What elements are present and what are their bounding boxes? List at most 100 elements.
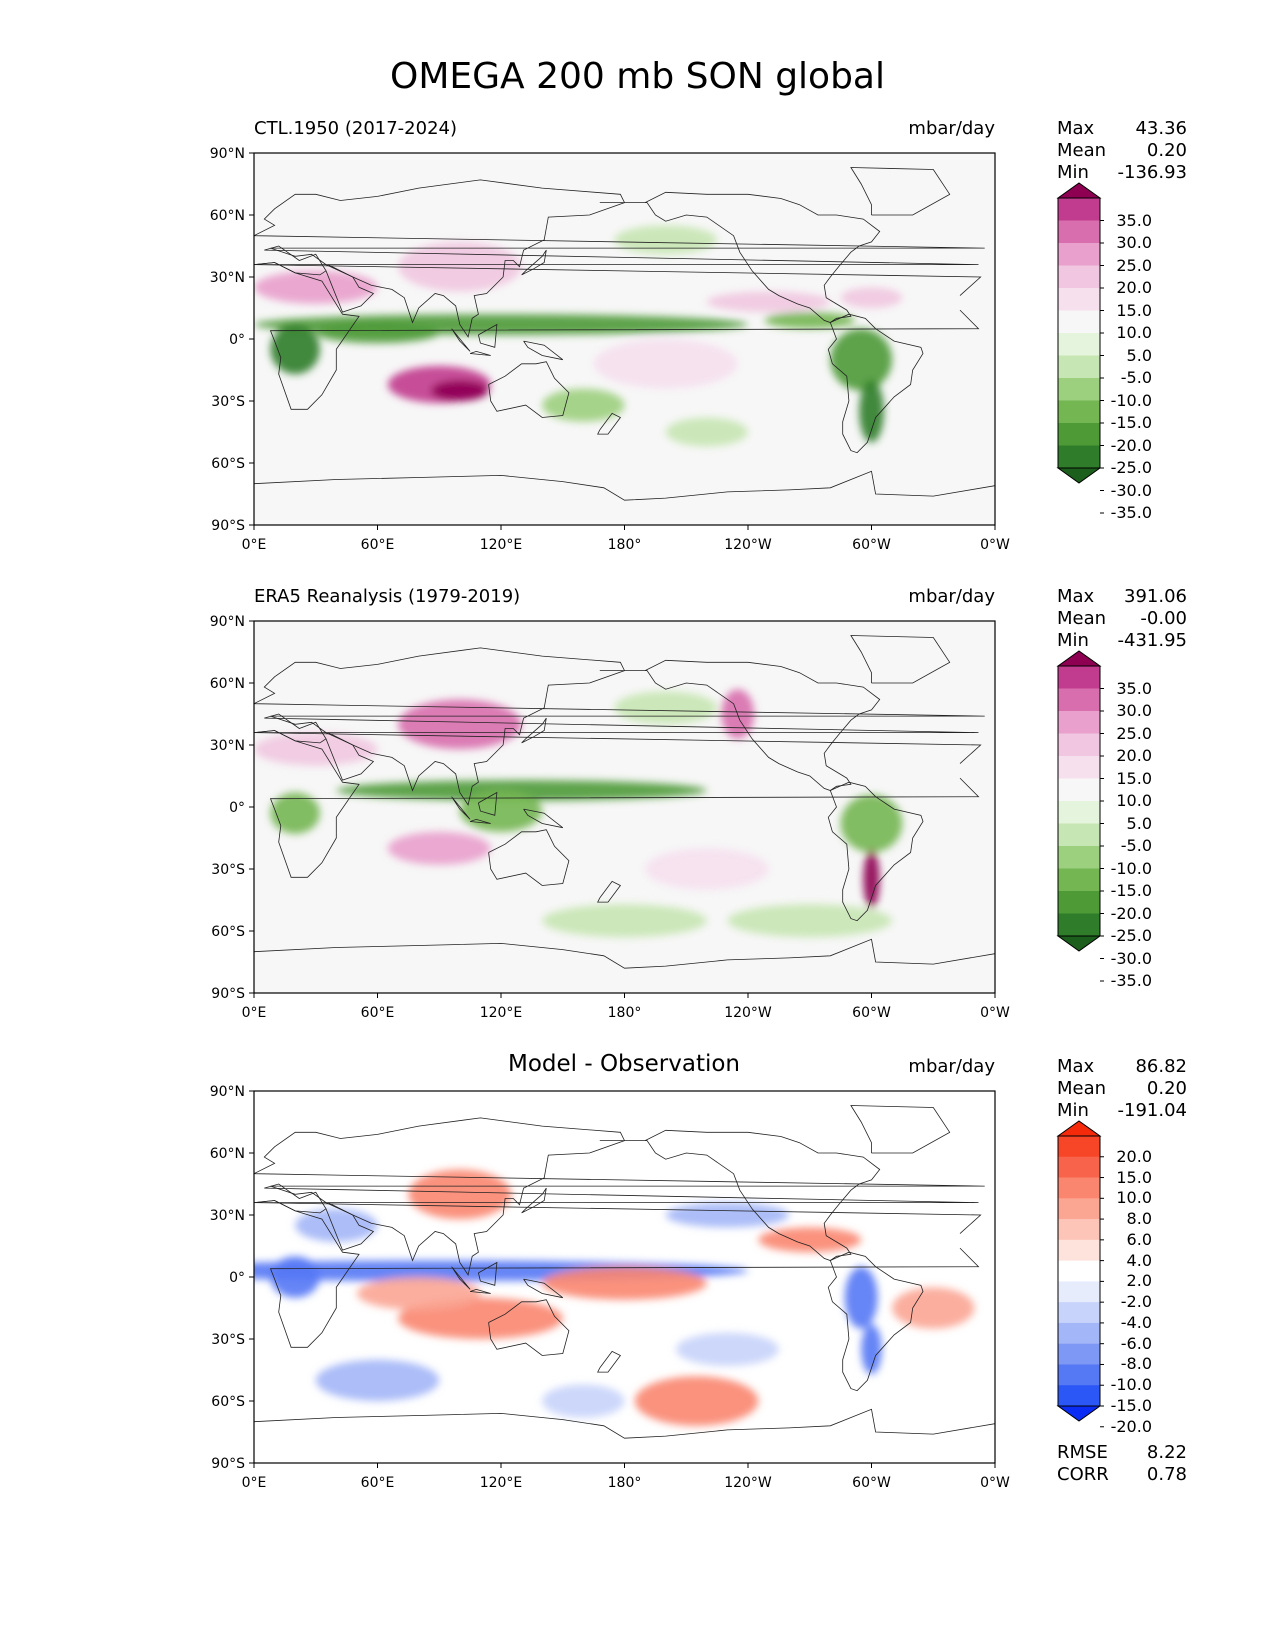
colorbar-label: 25.0 <box>1116 255 1152 275</box>
colorbar-label: -5.0 <box>1120 368 1152 387</box>
y-tick-label: 30°N <box>210 1208 245 1224</box>
colorbar-label: 35.0 <box>1116 678 1152 698</box>
map-plot: 0°E 60°E 120°E 180° 120°W 60°W 0°W 90°N 60°N 30°N… <box>210 614 1104 1021</box>
coastline <box>850 635 951 684</box>
coastline <box>254 470 995 501</box>
stat-mean: Mean 0.20 <box>1057 140 1187 161</box>
stats-box: Max 391.06 Mean -0.00 Min -431.95 <box>1057 586 1187 652</box>
colorbar-segment <box>1058 333 1100 356</box>
field-blob <box>542 1384 625 1418</box>
colorbar-extend-top <box>1056 182 1102 199</box>
colorbar-label: 10.0 <box>1116 323 1152 342</box>
coastline <box>254 647 985 806</box>
coastline <box>827 313 924 454</box>
stat-min: Min -136.93 <box>1057 162 1187 183</box>
colorbar-segment <box>1058 891 1100 914</box>
colorbar-segment <box>1058 913 1100 937</box>
colorbar-segment <box>1058 1281 1100 1303</box>
colorbar-label: 10.0 <box>1116 791 1152 810</box>
colorbar-segment <box>1058 1322 1100 1345</box>
field-layer <box>254 167 995 501</box>
colorbar-label: -15.0 <box>1110 881 1152 900</box>
y-tick-label: 90°N <box>210 146 245 162</box>
coastline <box>599 1129 881 1261</box>
field-blob <box>892 1287 975 1329</box>
colorbar-label: 4.0 <box>1126 1250 1152 1270</box>
y-tick-label: 90°S <box>211 1456 245 1472</box>
coastline <box>254 1408 995 1439</box>
colorbar-label: 15.0 <box>1116 1167 1152 1187</box>
colorbar-segment <box>1058 1260 1100 1282</box>
y-tick-label: 30°S <box>211 1332 245 1348</box>
field-blob <box>315 1359 440 1401</box>
colorbar-label: -35.0 <box>1110 971 1152 990</box>
panel-units: mbar/day <box>908 1056 995 1077</box>
field-blob <box>356 1277 481 1311</box>
colorbar-extend-bottom <box>1056 467 1102 484</box>
field-blob <box>634 1376 759 1426</box>
colorbar-label: 6.0 <box>1126 1229 1152 1249</box>
coastline <box>254 1117 985 1276</box>
panel-title: Model - Observation <box>507 1051 741 1077</box>
colorbar-label: 8.0 <box>1126 1209 1152 1229</box>
colorbar-extend-top <box>1056 1120 1102 1137</box>
coastline <box>254 179 985 338</box>
metrics-box: RMSE 8.22 CORR 0.78 <box>1057 1442 1187 1486</box>
field-blob <box>665 417 748 447</box>
colorbar-label: -35.0 <box>1110 503 1152 522</box>
coastline <box>254 262 982 410</box>
x-tick-label: 120°W <box>724 1005 772 1021</box>
colorbar-label: -2.0 <box>1120 1292 1152 1312</box>
x-tick-label: 0°E <box>242 1475 267 1491</box>
panel-title: CTL.1950 (2017-2024) <box>254 118 458 139</box>
field-blob <box>459 790 543 832</box>
field-blob <box>593 339 738 389</box>
x-tick-label: 180° <box>608 1475 642 1491</box>
y-tick-label: 0° <box>229 1270 245 1286</box>
coastline <box>597 412 622 435</box>
x-tick-label: 60°E <box>361 1005 395 1021</box>
coastline <box>523 1278 564 1299</box>
coastline <box>827 781 924 922</box>
coastline <box>521 1187 547 1214</box>
panel-units: mbar/day <box>908 118 995 139</box>
colorbar-label: -4.0 <box>1120 1312 1152 1332</box>
colorbar-segment <box>1058 868 1100 892</box>
colorbar-label: 5.0 <box>1126 345 1152 365</box>
field-blob <box>706 291 831 313</box>
field-blob <box>315 322 440 344</box>
y-tick-label: 60°N <box>210 676 245 692</box>
colorbar-label: -30.0 <box>1110 480 1152 500</box>
colorbar-label: -10.0 <box>1110 1375 1152 1395</box>
coastline <box>488 361 570 418</box>
y-tick-label: 60°S <box>211 1394 245 1410</box>
x-tick-label: 60°E <box>361 1475 395 1491</box>
colorbar-label: 20.0 <box>1116 1146 1152 1166</box>
stats-box: Max 86.82 Mean 0.20 Min -191.04 <box>1057 1056 1187 1122</box>
field-blob <box>398 241 522 292</box>
field-blob <box>665 1202 790 1228</box>
field-blob <box>727 904 893 938</box>
stat-max: Max 43.36 <box>1057 118 1187 139</box>
colorbar-label: 20.0 <box>1116 746 1152 765</box>
field-blob <box>764 312 856 329</box>
coastlines <box>254 1105 995 1439</box>
panel-title: ERA5 Reanalysis (1979-2019) <box>254 586 521 607</box>
x-tick-label: 0°W <box>980 537 1010 553</box>
colorbar-label: -6.0 <box>1120 1333 1152 1353</box>
colorbar-label: -5.0 <box>1120 836 1152 855</box>
colorbar-segment <box>1058 288 1100 311</box>
colorbar-segment <box>1058 1136 1100 1158</box>
field-blob <box>840 794 903 853</box>
colorbar-segment <box>1058 423 1100 446</box>
x-tick-label: 0°E <box>242 537 267 553</box>
colorbar-segment <box>1058 265 1100 289</box>
x-tick-label: 120°W <box>724 1475 772 1491</box>
colorbar-segment <box>1058 310 1100 334</box>
map-plot: 0°E 60°E 120°E 180° 120°W 60°W 0°W 90°N 60°N 30°N… <box>210 1084 1104 1491</box>
y-tick-label: 30°S <box>211 862 245 878</box>
field-blob <box>542 388 625 422</box>
colorbar-segment <box>1058 711 1100 734</box>
field-blob <box>859 380 884 443</box>
y-tick-label: 30°N <box>210 270 245 286</box>
